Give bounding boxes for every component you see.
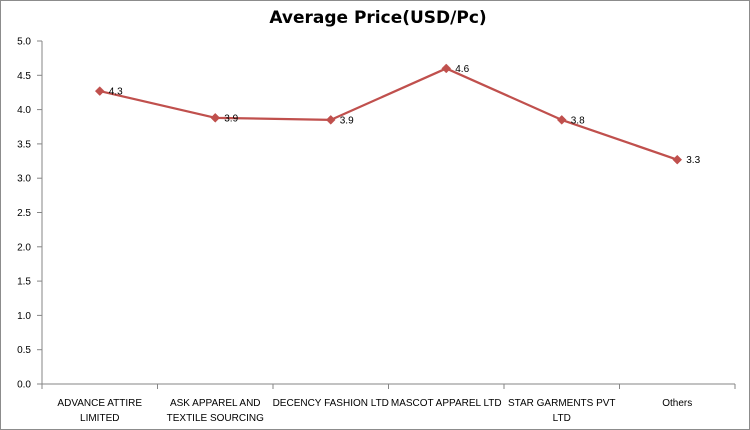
x-category-label-line: TEXTILE SOURCING [167,413,264,424]
data-label: 3.8 [571,115,585,126]
data-point-marker [94,86,105,96]
data-label: 3.9 [224,113,238,124]
y-tick-label: 4.5 [17,71,31,82]
x-category-label-line: MASCOT APPAREL LTD [391,398,502,409]
data-label: 4.6 [455,64,469,75]
x-category-label-line: LTD [553,413,571,424]
y-axis-ticks: 0.0 0.5 1.0 1.5 2.0 2.5 3.0 3.5 4.0 4.5 5.0 [17,37,42,391]
y-tick-label: 3.0 [17,174,31,185]
x-category-label: MASCOT APPAREL LTD [391,398,502,409]
data-point-marker [210,112,221,123]
axes [41,41,735,385]
x-category-label: ASK APPAREL AND TEXTILE SOURCING [167,398,264,424]
y-tick-label: 1.0 [17,311,31,322]
x-axis-categories: ADVANCE ATTIRE LIMITED ASK APPAREL AND TEXT… [41,384,736,424]
data-label: 3.9 [340,115,354,126]
x-category-label-line: Others [662,398,692,409]
series-group: 4.3 3.9 3.9 4.6 3.8 3.3 [94,63,701,166]
y-tick-label: 2.0 [17,242,31,253]
data-point-marker [325,115,336,125]
x-category-label: STAR GARMENTS PVT LTD [508,398,616,424]
chart-title: Average Price(USD/Pc) [269,8,486,28]
y-tick-label: 1.5 [17,277,31,288]
data-point-marker [556,115,567,125]
y-tick-label: 0.5 [17,345,31,356]
x-category-label-line: ASK APPAREL AND [170,398,261,409]
x-category-label-line: STAR GARMENTS PVT [508,398,616,409]
y-tick-label: 2.5 [17,208,31,219]
data-label: 3.3 [686,155,700,166]
y-tick-label: 4.0 [17,105,31,116]
x-category-label: Others [662,398,692,409]
y-tick-label: 0.0 [17,380,31,391]
series-line [99,67,678,161]
data-point-marker [672,154,683,165]
y-tick-label: 3.5 [17,139,31,150]
y-tick-label: 5.0 [17,37,31,48]
data-label: 4.3 [109,87,123,98]
x-category-label-line: DECENCY FASHION LTD [273,398,389,409]
data-point-marker [441,63,452,74]
x-category-label: DECENCY FASHION LTD [273,398,389,409]
x-category-label-line: LIMITED [80,413,119,424]
x-category-label: ADVANCE ATTIRE LIMITED [57,398,142,424]
x-category-label-line: ADVANCE ATTIRE [57,398,142,409]
